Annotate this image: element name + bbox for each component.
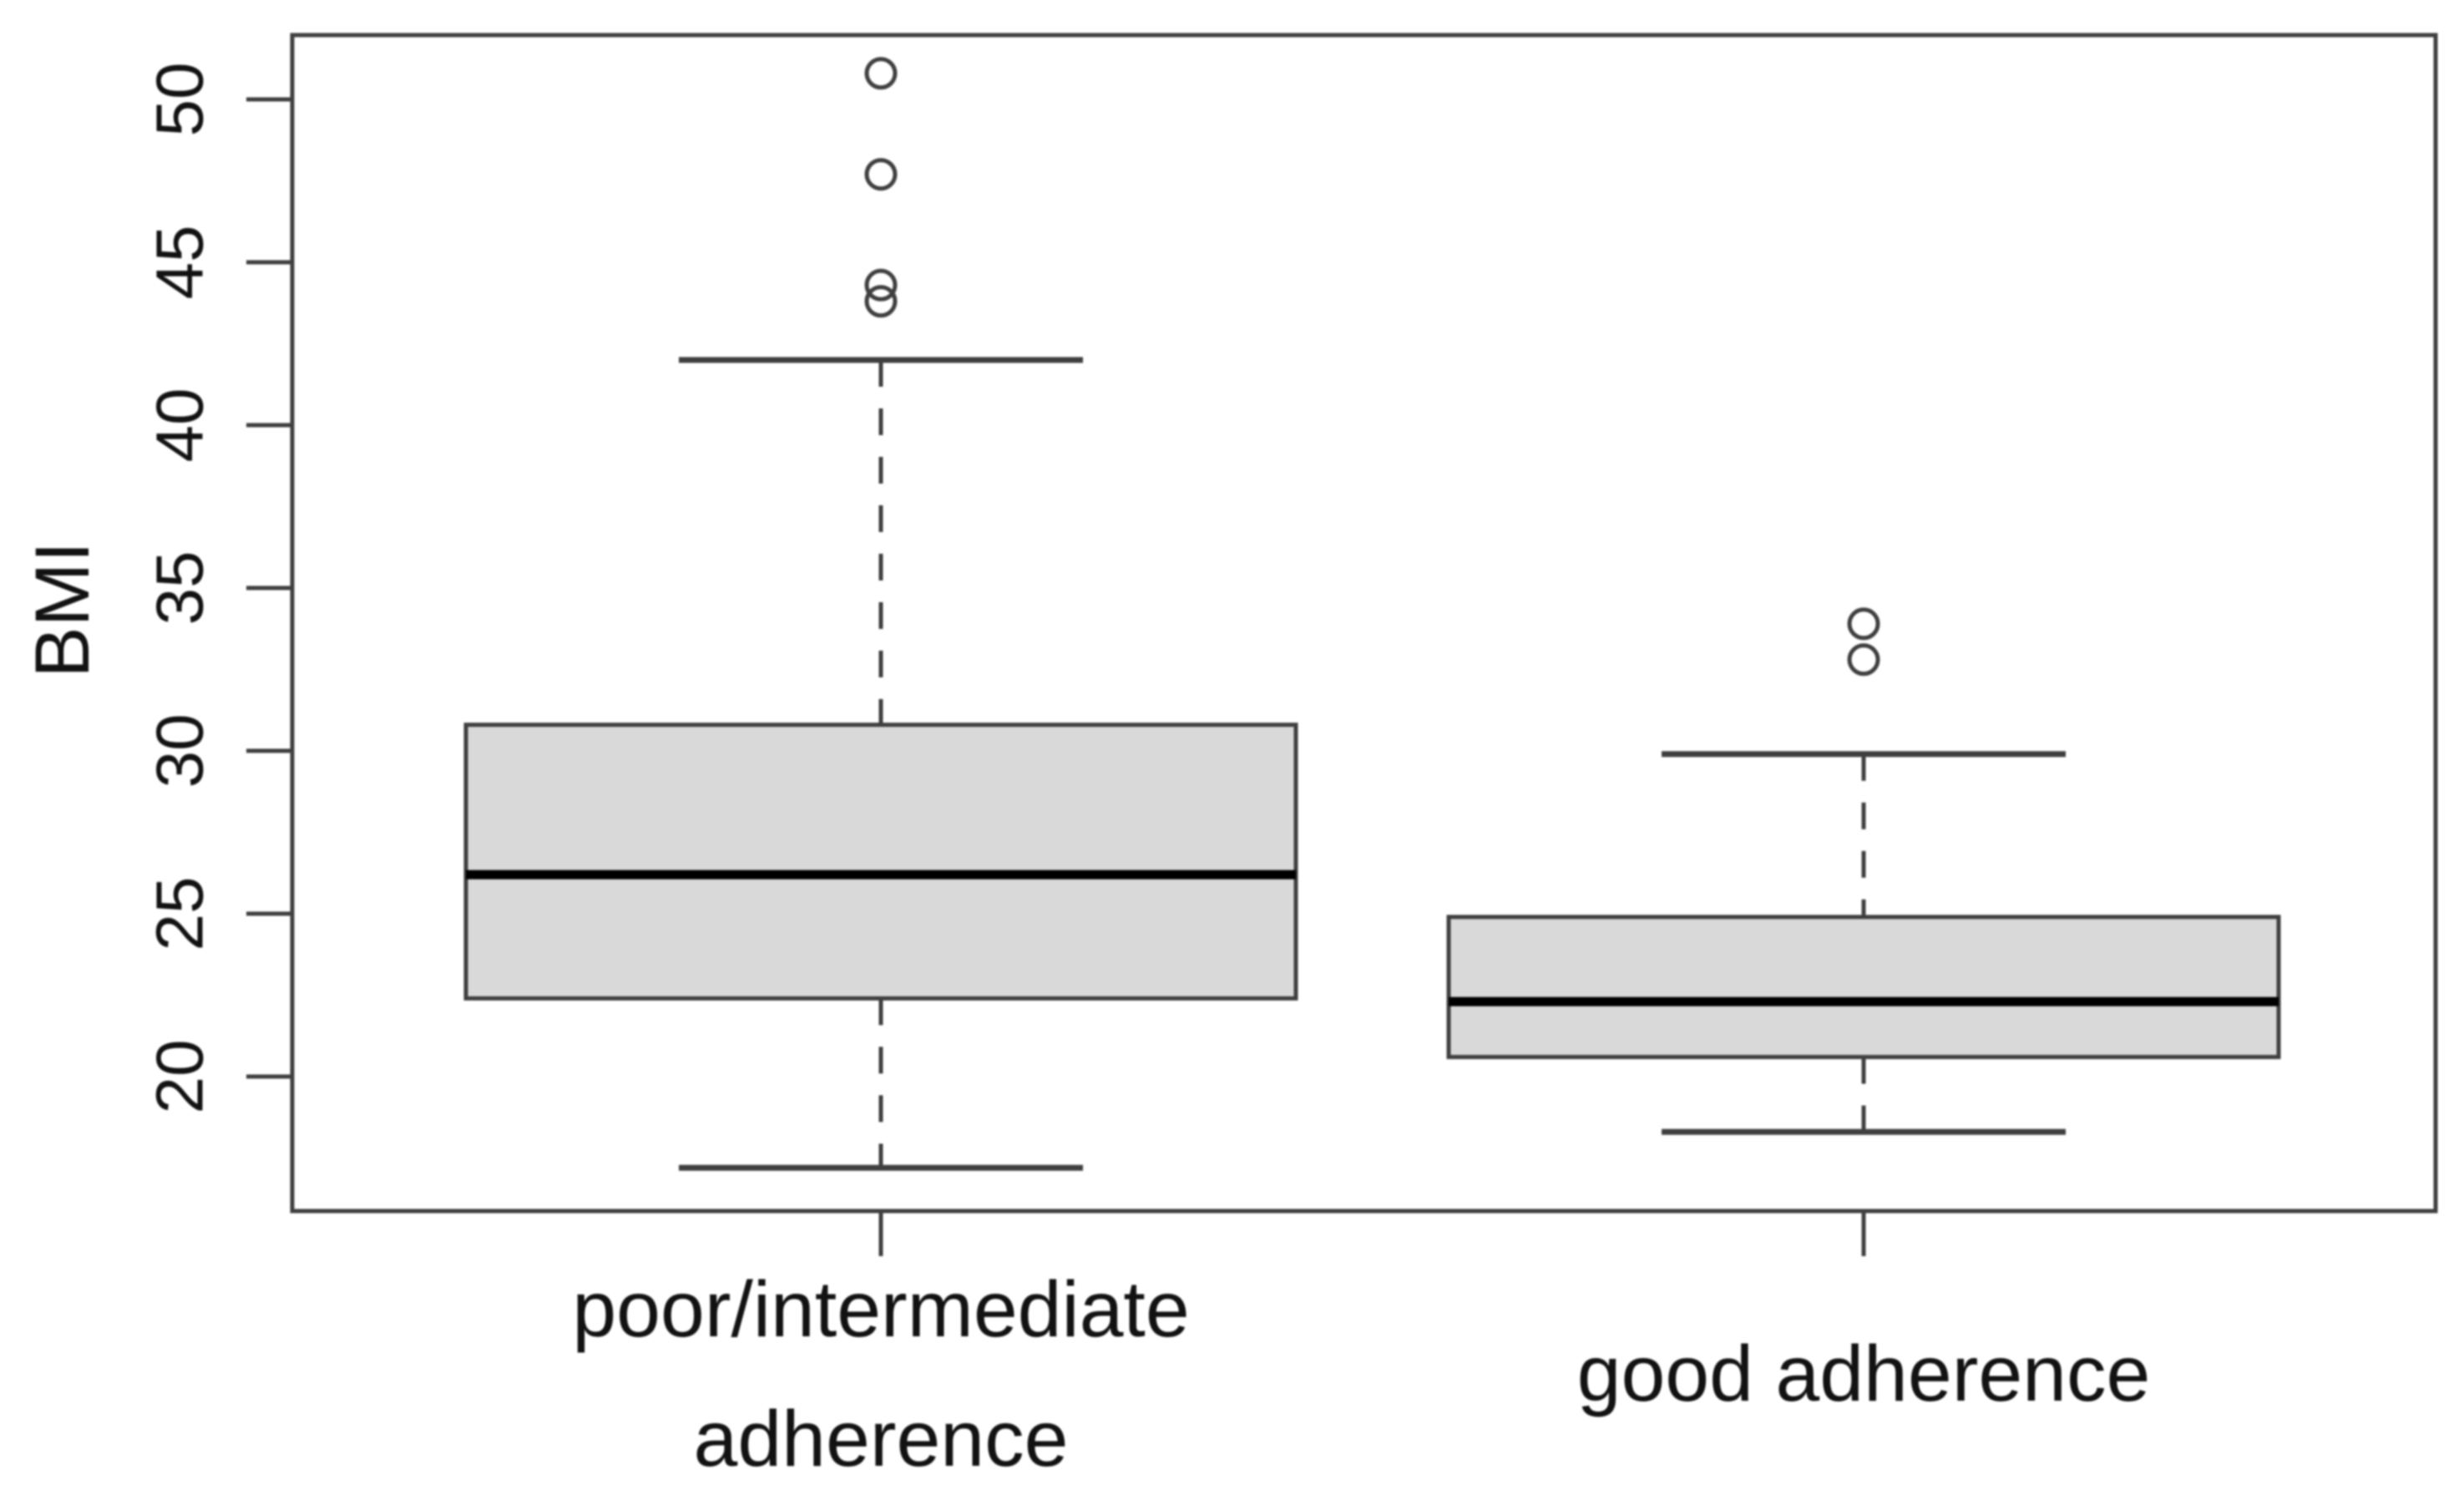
x-category-label-poor-line2: adherence [694, 1395, 1069, 1483]
y-axis-title: BMI [20, 541, 105, 678]
x-category-label-good: good adherence [1577, 1330, 2151, 1418]
y-tick-label-45: 45 [143, 226, 217, 300]
y-tick-label-20: 20 [143, 1040, 217, 1114]
y-tick-label-30: 30 [143, 714, 217, 788]
outlier-point [864, 57, 898, 90]
y-tick-label-25: 25 [143, 877, 217, 951]
y-tick-label-50: 50 [143, 63, 217, 137]
outlier-point [864, 268, 898, 302]
outlier-point [1847, 607, 1880, 641]
y-tick-label-40: 40 [143, 388, 217, 463]
plot-border [290, 33, 2438, 1214]
y-tick-label-35: 35 [143, 551, 217, 626]
outlier-point [864, 285, 898, 318]
chart-shapes [246, 33, 2438, 1256]
x-category-label-poor-line1: poor/intermediate [572, 1265, 1189, 1354]
outlier-point [864, 158, 898, 191]
iqr-box [1446, 915, 2281, 1060]
iqr-box [463, 722, 1298, 1001]
outlier-point [1847, 643, 1880, 677]
